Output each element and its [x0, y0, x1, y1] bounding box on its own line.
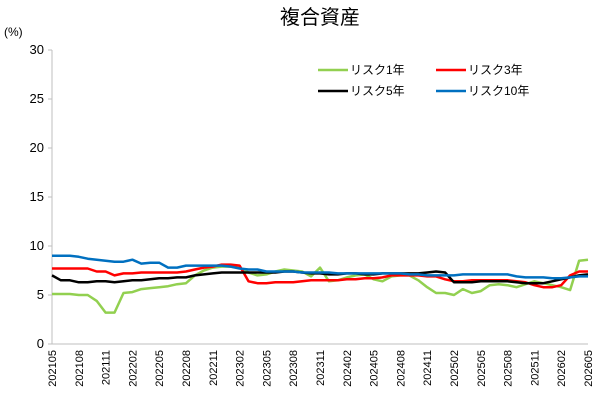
- x-tick-label: 202111: [101, 350, 113, 385]
- legend-label: リスク1年: [350, 63, 405, 77]
- y-tick-label: 25: [30, 91, 44, 106]
- x-tick-label: 202508: [503, 350, 515, 387]
- x-tick-label: 202505: [476, 350, 488, 387]
- x-tick-label: 202308: [288, 350, 300, 387]
- x-tick-label: 202402: [342, 350, 354, 387]
- y-axis-label: (%): [4, 25, 23, 39]
- x-tick-label: 202202: [127, 350, 139, 387]
- x-tick-label: 202205: [154, 350, 166, 387]
- legend-label: リスク10年: [468, 84, 529, 98]
- y-tick-label: 0: [37, 336, 44, 351]
- x-tick-label: 202108: [74, 350, 86, 387]
- x-tick-label: 202211: [208, 350, 220, 386]
- y-tick-label: 5: [37, 287, 44, 302]
- x-tick-label: 202605: [583, 350, 595, 387]
- y-tick-label: 15: [30, 189, 44, 204]
- x-tick-label: 202511: [529, 350, 541, 386]
- series-line: [52, 258, 589, 314]
- y-tick-label: 30: [30, 42, 44, 57]
- x-tick-label: 202105: [47, 350, 59, 387]
- x-tick-label: 202602: [556, 350, 568, 387]
- y-tick-label: 20: [30, 140, 44, 155]
- x-tick-label: 202405: [369, 350, 381, 387]
- chart-title: 複合資産: [280, 6, 360, 29]
- x-tick-label: 202305: [261, 350, 273, 387]
- x-tick-label: 202411: [422, 350, 434, 386]
- legend-label: リスク3年: [468, 63, 523, 77]
- series-line: [52, 254, 588, 280]
- x-tick-label: 202408: [395, 350, 407, 387]
- y-tick-label: 10: [30, 238, 44, 253]
- x-tick-label: 202208: [181, 350, 193, 387]
- legend-label: リスク5年: [350, 84, 405, 98]
- x-tick-label: 202502: [449, 350, 461, 387]
- x-tick-label: 202302: [235, 350, 247, 387]
- x-tick-label: 202311: [315, 350, 327, 386]
